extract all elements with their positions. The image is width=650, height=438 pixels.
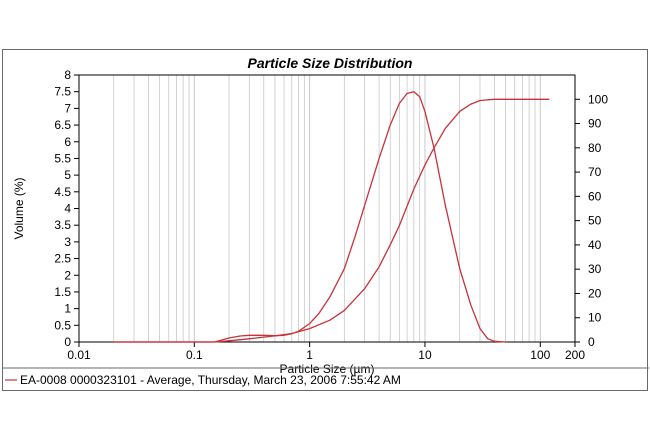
y-tick-label: 2.5 (54, 252, 71, 266)
x-tick-label: 1 (306, 348, 313, 362)
x-tick-label: 100 (530, 348, 550, 362)
y-tick-label: 3 (64, 235, 71, 249)
volume-series-line (113, 91, 506, 343)
particle-size-chart: Particle Size Distribution 0.01 0.1 1 10 100… (3, 55, 649, 387)
grid (113, 75, 541, 342)
y2-tick-label: 30 (588, 262, 602, 276)
y-tick-label: 1 (64, 302, 71, 316)
legend-entry: EA-0008 0000323101 - Average, Thursday, … (20, 373, 401, 387)
y-tick-label: 0 (64, 335, 71, 349)
y-tick-label: 1.5 (54, 285, 71, 299)
x-tick-label: 200 (565, 348, 585, 362)
y-tick-label: 2 (64, 268, 71, 282)
y2-tick-label: 60 (588, 189, 602, 203)
y2-tick-label: 80 (588, 141, 602, 155)
y2-tick-label: 70 (588, 165, 602, 179)
y2-tick-label: 40 (588, 238, 602, 252)
y-tick-label: 4.5 (54, 185, 71, 199)
chart-title: Particle Size Distribution (248, 55, 413, 71)
x-tick-label: 0.01 (67, 348, 91, 362)
y-tick-label: 7 (64, 101, 71, 115)
y-tick-label: 5 (64, 168, 71, 182)
y2-tick-label: 10 (588, 311, 602, 325)
x-tick-label: 0.1 (186, 348, 203, 362)
y-tick-label: 8 (64, 68, 71, 82)
y-tick-label: 7.5 (54, 85, 71, 99)
y-tick-label: 4 (64, 202, 71, 216)
y-tick-label: 3.5 (54, 218, 71, 232)
y2-tick-label: 20 (588, 286, 602, 300)
y2-tick-label: 90 (588, 117, 602, 131)
cumulative-series-line (113, 98, 550, 343)
axes: 0.01 0.1 1 10 100 20000.511.522.533.544.555.5… (54, 68, 608, 362)
chart-panel: Particle Size Distribution 0.01 0.1 1 10 100… (2, 49, 649, 391)
x-axis-title: Particle Size (µm) (280, 362, 375, 376)
y-tick-label: 5.5 (54, 151, 71, 165)
y-tick-label: 6.5 (54, 118, 71, 132)
y-tick-label: 0.5 (54, 318, 71, 332)
y2-tick-label: 100 (588, 92, 608, 106)
series (113, 91, 550, 343)
y2-tick-label: 50 (588, 214, 602, 228)
y-axis-title: Volume (%) (12, 177, 26, 239)
y2-tick-label: 0 (588, 335, 595, 349)
legend: EA-0008 0000323101 - Average, Thursday, … (5, 373, 401, 387)
x-tick-label: 10 (418, 348, 432, 362)
y-tick-label: 6 (64, 135, 71, 149)
